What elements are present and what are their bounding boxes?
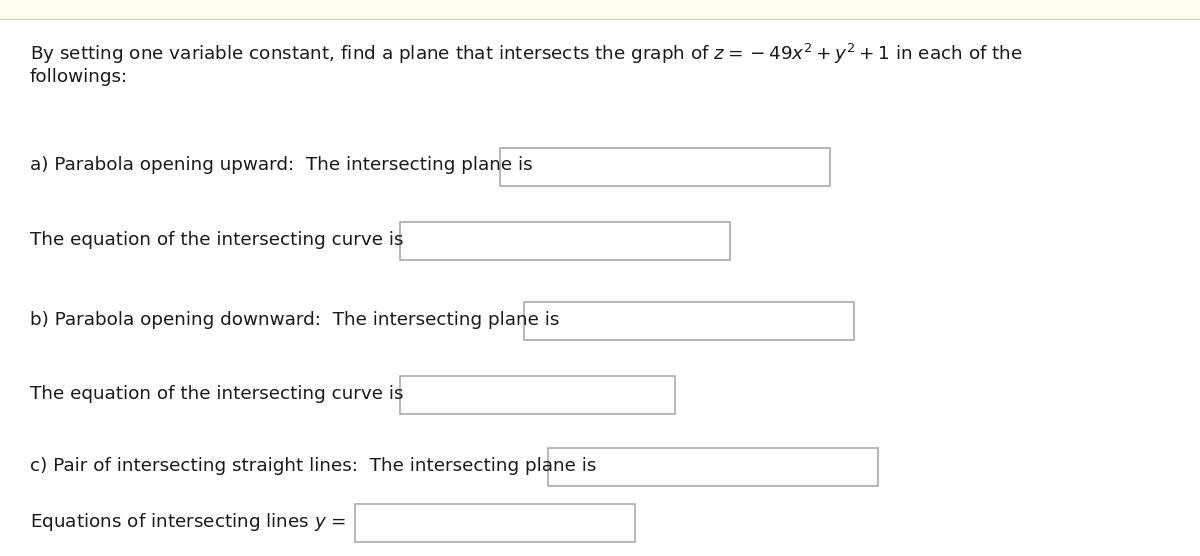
Bar	[400, 222, 730, 260]
Bar	[524, 302, 854, 340]
Bar	[355, 504, 635, 542]
Text: Equations of intersecting lines $y$ =: Equations of intersecting lines $y$ =	[30, 511, 347, 533]
Text: followings:: followings:	[30, 68, 128, 86]
Text: a) Parabola opening upward:  The intersecting plane is: a) Parabola opening upward: The intersec…	[30, 156, 533, 174]
Bar	[0, 0, 1200, 19]
Bar	[500, 148, 830, 186]
Bar	[548, 448, 878, 486]
Bar	[400, 376, 674, 414]
Text: b) Parabola opening downward:  The intersecting plane is: b) Parabola opening downward: The inters…	[30, 311, 559, 329]
Text: c) Pair of intersecting straight lines:  The intersecting plane is: c) Pair of intersecting straight lines: …	[30, 457, 596, 475]
Text: The equation of the intersecting curve is: The equation of the intersecting curve i…	[30, 231, 403, 249]
Text: By setting one variable constant, find a plane that intersects the graph of $z =: By setting one variable constant, find a…	[30, 42, 1022, 66]
Text: The equation of the intersecting curve is: The equation of the intersecting curve i…	[30, 385, 403, 403]
